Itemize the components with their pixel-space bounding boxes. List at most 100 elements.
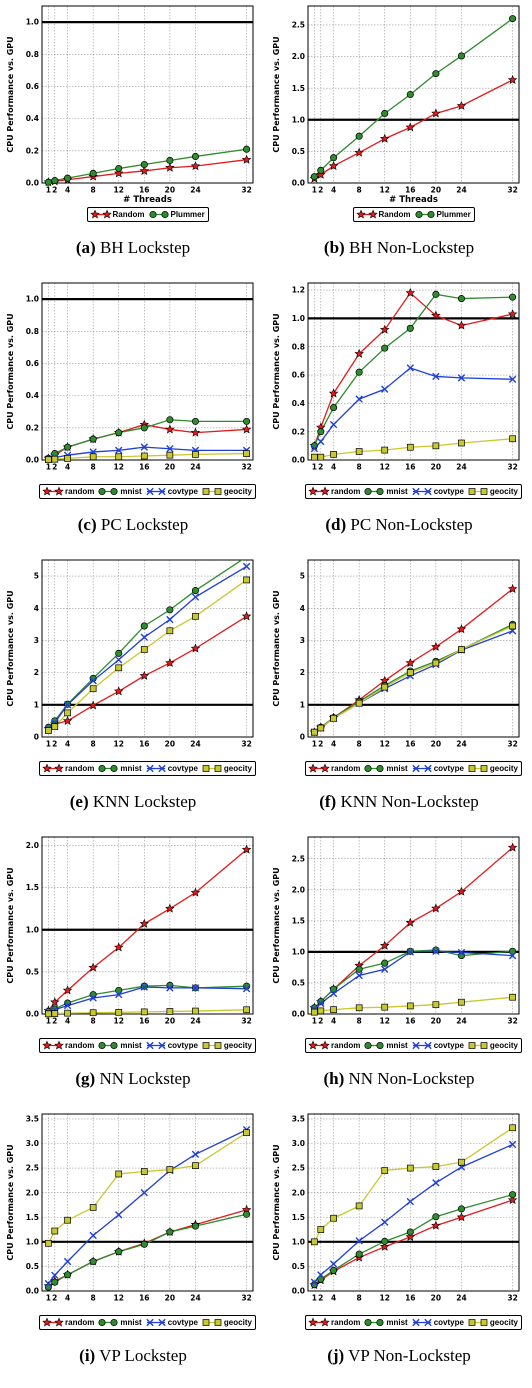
- x-tick-label: 16: [139, 1294, 149, 1303]
- legend-marker: [215, 766, 221, 772]
- legend-entry: random: [309, 1041, 360, 1050]
- legend-swatch: [364, 487, 384, 496]
- x-tick-label: 1: [46, 463, 51, 472]
- data-point-plummer: [64, 175, 70, 181]
- data-point-geocity: [45, 1240, 51, 1246]
- data-point-geocity: [52, 1228, 58, 1234]
- x-tick-label: 1: [312, 186, 317, 195]
- plot-frame: [308, 283, 519, 460]
- data-point-mnist: [356, 1251, 362, 1257]
- data-point-mnist: [90, 436, 96, 442]
- series-group: [314, 589, 512, 732]
- y-tick-label: 2.5: [292, 21, 305, 30]
- y-tick-label: 0.8: [26, 50, 39, 59]
- legend-entry: mnist: [364, 1041, 407, 1050]
- legend-marker: [203, 766, 209, 772]
- data-point-geocity: [116, 1009, 122, 1015]
- legend-entry: random: [43, 1318, 94, 1327]
- x-tick-label: 12: [380, 463, 390, 472]
- x-tick-label: 24: [456, 740, 466, 749]
- legend-label: random: [65, 1318, 94, 1327]
- legend-swatch: [146, 1041, 166, 1050]
- legend-entry: covtype: [412, 1041, 464, 1050]
- legend-marker: [203, 489, 209, 495]
- chart-legend: Random Plummer: [87, 207, 209, 222]
- legend-swatch: [364, 764, 384, 773]
- x-tick-label: 16: [139, 186, 149, 195]
- legend-marker: [215, 1320, 221, 1326]
- data-point-mnist: [458, 295, 464, 301]
- data-point-geocity: [65, 455, 71, 461]
- series-line-plummer: [314, 19, 512, 177]
- data-point-plummer: [356, 133, 362, 139]
- legend-marker: [43, 764, 51, 772]
- chart-panel-b: 0.0 0.5 1.0 1.5 2.0 2.5 1 2 4 8 12 16 20 24 32 # Thread…: [266, 0, 532, 277]
- y-tick-label: 1.0: [26, 925, 39, 934]
- legend-swatch: [412, 1318, 432, 1327]
- legend-marker: [481, 489, 487, 495]
- series-line-geocity: [48, 1133, 246, 1244]
- y-tick-label: 3.5: [292, 1115, 305, 1124]
- legend-swatch: [202, 487, 222, 496]
- data-point-mnist: [192, 587, 198, 593]
- chart-panel-c: 0.0 0.2 0.4 0.6 0.8 1.0 1 2 4 8 12 16 20 24 32 CPU Perf…: [0, 277, 266, 554]
- plot-frame: [308, 560, 519, 737]
- chart-legend: random mnist covtype geocity: [305, 761, 522, 776]
- caption-text: PC Non-Lockstep: [350, 515, 472, 534]
- data-point-mnist: [382, 1238, 388, 1244]
- legend-label: covtype: [168, 764, 198, 773]
- y-tick-label: 0.8: [292, 342, 305, 351]
- caption-letter: (h): [323, 1069, 344, 1088]
- data-point-mnist: [90, 991, 96, 997]
- y-axis-label: CPU Performance vs. GPU: [272, 590, 281, 706]
- data-point-geocity: [407, 1165, 413, 1171]
- x-axis-label: # Threads: [389, 195, 438, 205]
- chart-legend: Random Plummer: [353, 207, 475, 222]
- data-point-geocity: [116, 665, 122, 671]
- y-tick-label: 4: [300, 604, 305, 613]
- x-tick-label: 24: [456, 186, 466, 195]
- legend-marker: [99, 488, 105, 494]
- data-point-geocity: [311, 1239, 317, 1245]
- x-tick-label: 12: [114, 186, 124, 195]
- legend-label: Random: [113, 210, 145, 219]
- x-tick-label: 1: [312, 740, 317, 749]
- y-tick-label: 0.0: [292, 456, 305, 465]
- y-tick-label: 2.0: [26, 1188, 39, 1197]
- legend-marker: [103, 210, 111, 218]
- x-tick-label: 12: [380, 1017, 390, 1026]
- legend-swatch: [43, 1318, 63, 1327]
- data-point-plummer: [330, 155, 336, 161]
- data-point-mnist: [458, 1206, 464, 1212]
- data-point-mnist: [116, 650, 122, 656]
- data-point-plummer: [141, 161, 147, 167]
- data-point-geocity: [356, 700, 362, 706]
- legend-label: geocity: [224, 1041, 252, 1050]
- series-line-mnist: [48, 557, 246, 728]
- x-tick-label: 16: [405, 740, 415, 749]
- y-tick-label: 0.5: [292, 1262, 305, 1271]
- data-point-geocity: [65, 710, 71, 716]
- x-tick-label: 12: [114, 740, 124, 749]
- legend-marker: [321, 487, 329, 495]
- y-tick-label: 0.4: [26, 391, 39, 400]
- chart-plot-i: 0.00.51.01.52.02.53.03.51 2 4 8 12 16 20 24 32CP…: [0, 1108, 266, 1313]
- data-point-geocity: [331, 1007, 337, 1013]
- legend-label: covtype: [168, 487, 198, 496]
- caption-text: NN Non-Lockstep: [348, 1069, 474, 1088]
- chart-legend: random mnist covtype geocity: [305, 1315, 522, 1330]
- data-point-geocity: [116, 1171, 122, 1177]
- caption-letter: (c): [78, 515, 97, 534]
- x-tick-label: 4: [65, 1017, 70, 1026]
- x-tick-label: 4: [331, 186, 336, 195]
- legend-label: mnist: [120, 487, 141, 496]
- data-point-plummer: [407, 91, 413, 97]
- legend-entry: geocity: [468, 487, 518, 496]
- data-point-geocity: [192, 1163, 198, 1169]
- legend-label: geocity: [224, 764, 252, 773]
- series-line-geocity: [314, 1128, 512, 1242]
- data-point-geocity: [458, 646, 464, 652]
- y-tick-label: 1.0: [292, 1237, 305, 1246]
- x-tick-label: 8: [91, 740, 96, 749]
- legend-marker: [427, 211, 433, 217]
